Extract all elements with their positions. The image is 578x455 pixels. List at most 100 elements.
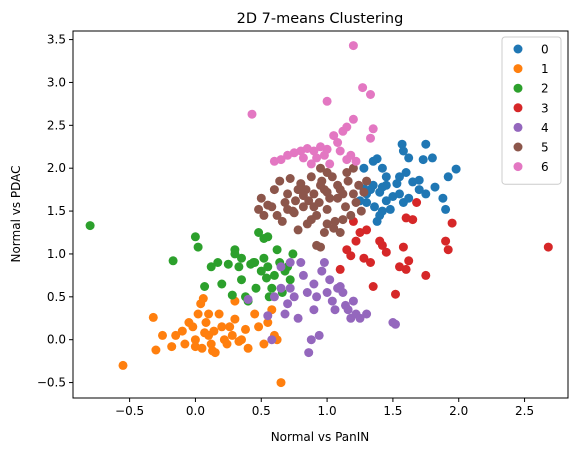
legend-marker: [513, 142, 523, 152]
x-axis-label: Normal vs PanIN: [271, 430, 370, 444]
data-point: [289, 292, 299, 302]
data-point: [312, 292, 322, 302]
data-point: [342, 245, 352, 255]
y-axis-label: Normal vs PDAC: [9, 165, 23, 262]
x-tick-label: −0.5: [115, 404, 144, 418]
data-point: [188, 322, 198, 332]
x-tick-label: 0.0: [186, 404, 205, 418]
data-point: [366, 258, 375, 267]
data-point: [317, 266, 327, 276]
data-point: [227, 290, 237, 300]
data-point: [285, 258, 295, 267]
data-point: [398, 146, 408, 156]
data-point: [223, 259, 233, 269]
data-point: [201, 318, 211, 327]
data-point: [401, 213, 411, 223]
data-point: [296, 258, 306, 267]
data-point: [158, 330, 167, 340]
data-point: [304, 348, 314, 358]
data-point: [262, 273, 271, 283]
data-point: [316, 142, 325, 152]
data-point: [151, 345, 161, 355]
data-point: [283, 150, 293, 160]
data-point: [250, 258, 260, 267]
y-axis: −0.5 0.0 0.5 1.0 1.5 2.0 2.5 3.0 3.5: [37, 33, 73, 390]
data-point: [346, 210, 356, 220]
data-point: [358, 83, 368, 93]
y-tick-label: 2.0: [47, 161, 66, 175]
data-point: [335, 146, 345, 156]
data-point: [276, 262, 286, 272]
data-point: [237, 253, 246, 263]
data-point: [283, 204, 293, 214]
data-point: [298, 153, 308, 163]
data-point: [263, 232, 273, 242]
legend-marker: [513, 64, 523, 74]
data-point: [366, 90, 375, 99]
data-point: [381, 172, 391, 182]
data-point: [398, 242, 408, 252]
data-point: [285, 283, 295, 293]
chart-title: 2D 7-means Clustering: [237, 11, 404, 27]
data-point: [397, 139, 407, 149]
data-point: [267, 283, 277, 293]
data-point: [263, 311, 273, 321]
data-point: [377, 206, 387, 216]
data-point: [351, 236, 361, 246]
scatter-points: [85, 41, 553, 388]
data-point: [280, 198, 290, 207]
data-point: [243, 343, 253, 353]
data-point: [348, 114, 358, 124]
y-tick-label: 1.5: [47, 204, 66, 218]
data-point: [230, 245, 240, 255]
data-point: [267, 335, 277, 345]
data-point: [275, 176, 285, 186]
plot-frame: [72, 30, 569, 399]
chart-legend: 0 1 2 3 4 5 6: [501, 36, 562, 185]
data-point: [395, 172, 404, 182]
data-point: [250, 309, 260, 319]
x-tick-label: 0.5: [252, 404, 271, 418]
legend-label: 4: [541, 121, 549, 135]
data-point: [333, 138, 343, 147]
x-tick-label: 2.5: [515, 404, 534, 418]
legend-label: 1: [541, 62, 549, 76]
data-point: [330, 216, 340, 226]
data-point: [325, 159, 335, 169]
data-point: [404, 193, 414, 203]
data-point: [269, 185, 279, 195]
data-point: [309, 202, 319, 212]
data-point: [190, 232, 200, 242]
data-point: [237, 275, 246, 285]
legend-label: 6: [541, 160, 549, 174]
data-point: [316, 163, 325, 173]
data-point: [254, 228, 264, 237]
data-point: [319, 228, 329, 237]
data-point: [206, 339, 216, 349]
data-point: [285, 275, 295, 285]
data-point: [338, 215, 348, 225]
legend-label: 5: [541, 141, 549, 155]
data-point: [309, 279, 319, 289]
data-point: [341, 202, 350, 212]
data-point: [381, 247, 391, 257]
data-point: [362, 176, 372, 186]
x-tick-label: 1.0: [318, 404, 337, 418]
y-tick-label: −0.5: [37, 376, 66, 390]
data-point: [342, 168, 352, 177]
data-point: [272, 245, 282, 255]
data-point: [193, 242, 203, 252]
data-point: [441, 204, 451, 214]
y-tick-label: 3.5: [47, 33, 66, 47]
legend-marker: [513, 83, 523, 93]
data-point: [370, 202, 379, 212]
data-point: [276, 283, 286, 293]
data-point: [329, 131, 339, 141]
data-point: [412, 198, 422, 207]
data-point: [348, 189, 358, 199]
data-point: [285, 174, 295, 183]
legend-marker: [513, 103, 523, 113]
data-point: [322, 96, 332, 106]
data-point: [302, 288, 312, 297]
